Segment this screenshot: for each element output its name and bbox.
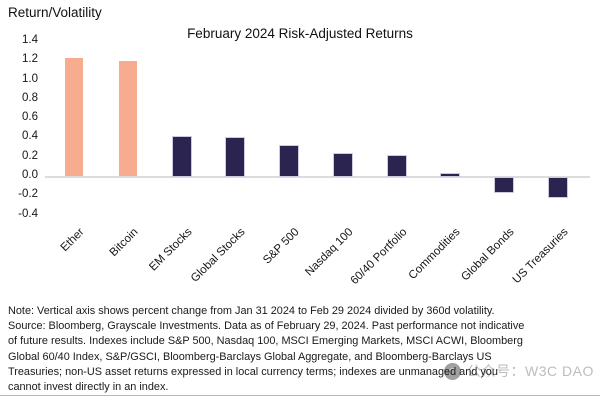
y-tick-label: 0.6 [22, 111, 38, 124]
footnote: Note: Vertical axis shows percent change… [8, 304, 596, 395]
footnote-line: of future results. Indexes include S&P 5… [8, 335, 523, 348]
y-tick-label: 0.8 [22, 91, 38, 104]
chart-title: February 2024 Risk-Adjusted Returns [187, 26, 413, 41]
y-tick-label: 0.4 [22, 130, 38, 143]
bar-global-stocks [226, 138, 245, 176]
watermark-label: 公众号：W3C DAO [467, 363, 594, 379]
bar-us-treasuries [549, 177, 568, 197]
footnote-line: Source: Bloomberg, Grayscale Investments… [8, 320, 525, 333]
x-axis-line [45, 176, 590, 178]
bar-60-40-portfolio [387, 155, 406, 176]
bar-global-bonds [495, 177, 514, 192]
bar-nasdaq-100 [333, 153, 352, 176]
watermark: ◠ 公众号：W3C DAO [444, 361, 594, 381]
y-tick-label: -0.4 [18, 207, 38, 220]
bar-s-p-500 [280, 146, 299, 176]
bottom-divider [0, 395, 600, 396]
bar-ether [65, 58, 83, 176]
y-tick-label: 1.4 [22, 33, 38, 46]
bar-commodities [441, 174, 460, 176]
y-axis-title: Return/Volatility [8, 5, 102, 20]
bar-bitcoin [118, 61, 137, 176]
footnote-line: Global 60/40 Index, S&P/GSCI, Bloomberg-… [8, 350, 492, 363]
footnote-line: Treasuries; non-US asset returns express… [8, 365, 498, 378]
y-tick-label: 0.2 [22, 149, 38, 162]
footnote-line: Note: Vertical axis shows percent change… [8, 305, 495, 317]
y-tick-label: 0.0 [22, 169, 38, 181]
watermark-logo-icon: ◠ [444, 362, 461, 380]
y-tick-label: -0.2 [18, 188, 38, 201]
bar-em-stocks [172, 137, 191, 176]
y-tick-label: 1.2 [22, 53, 38, 66]
footnote-line: cannot invest directly in an index. [8, 381, 169, 394]
y-tick-label: 1.0 [22, 72, 38, 85]
